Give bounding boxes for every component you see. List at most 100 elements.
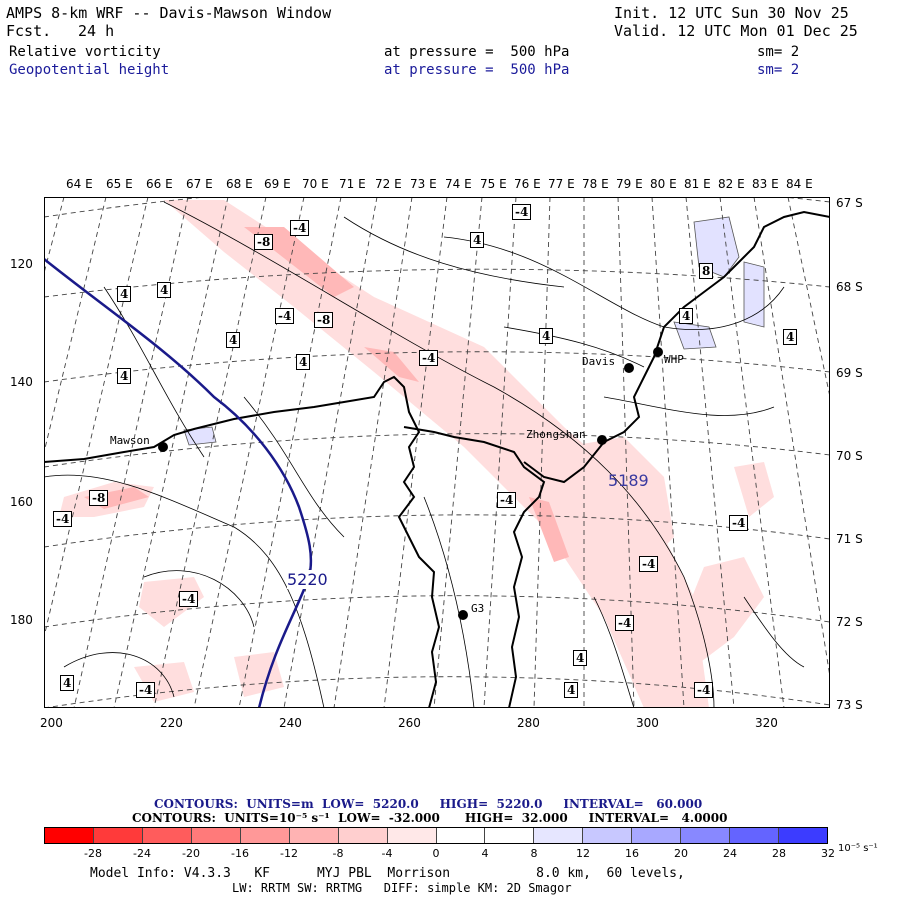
- colorbar-tick-label: -4: [381, 847, 393, 860]
- field2-name: Geopotential height: [9, 62, 170, 78]
- init-time: Init. 12 UTC Sun 30 Nov 25: [614, 4, 849, 22]
- mawson-marker: [158, 442, 168, 452]
- bottom-axis-label: 200: [40, 716, 63, 730]
- left-axis-label: 140: [10, 375, 33, 389]
- lon-label: 74 E: [445, 177, 472, 191]
- vort-label: 4: [117, 286, 132, 302]
- vort-label: 4: [60, 675, 75, 691]
- whp-marker: [653, 347, 663, 357]
- height-label-5189: 5189: [608, 471, 649, 490]
- vort-label: 4: [296, 354, 311, 370]
- right-lat-label: 70 S: [836, 449, 863, 463]
- colorbar-swatch: [93, 828, 143, 843]
- lon-label: 65 E: [106, 177, 133, 191]
- colorbar-tick-label: 4: [481, 847, 489, 860]
- plot-title: AMPS 8-km WRF -- Davis-Mawson Window: [6, 4, 332, 22]
- vort-label: 4: [157, 282, 172, 298]
- colorbar-tick-label: 32: [821, 847, 835, 860]
- colorbar-swatch: [240, 828, 290, 843]
- left-axis-label: 120: [10, 257, 33, 271]
- height-contour-info: CONTOURS: UNITS=m LOW= 5220.0 HIGH= 5220…: [154, 797, 703, 811]
- lon-label: 83 E: [752, 177, 779, 191]
- colorbar-tick-label: -24: [133, 847, 151, 860]
- vort-label: -4: [694, 682, 714, 698]
- forecast-hour: 24 h: [78, 22, 115, 40]
- station-label-whp: WHP: [664, 353, 684, 366]
- bottom-axis-label: 280: [517, 716, 540, 730]
- colorbar-swatch: [583, 828, 633, 843]
- lon-label: 70 E: [302, 177, 329, 191]
- colorbar: [44, 827, 828, 844]
- colorbar-swatch: [387, 828, 437, 843]
- right-lat-label: 67 S: [836, 196, 863, 210]
- lon-label: 84 E: [786, 177, 813, 191]
- vort-label: 4: [783, 329, 798, 345]
- right-lat-label: 73 S: [836, 698, 863, 712]
- colorbar-tick-label: 8: [530, 847, 538, 860]
- vort-label: 4: [573, 650, 588, 666]
- vort-label: -8: [89, 490, 109, 506]
- g3-marker: [458, 610, 468, 620]
- colorbar-tick-label: -12: [280, 847, 298, 860]
- vort-label: 4: [539, 328, 554, 344]
- vort-label: -4: [497, 492, 517, 508]
- colorbar-tick-label: 20: [674, 847, 688, 860]
- vort-label: -4: [136, 682, 156, 698]
- colorbar-swatch: [45, 828, 94, 843]
- model-physics: LW: RRTM SW: RRTMG DIFF: simple KM: 2D S…: [232, 881, 572, 895]
- bottom-axis-label: 220: [160, 716, 183, 730]
- colorbar-units: 10⁻⁵ s⁻¹: [838, 843, 878, 854]
- left-axis-label: 180: [10, 613, 33, 627]
- bottom-axis-label: 260: [398, 716, 421, 730]
- lon-label: 75 E: [480, 177, 507, 191]
- field2-level: at pressure = 500 hPa: [384, 62, 570, 78]
- vort-label: -4: [53, 511, 73, 527]
- vort-label: -4: [729, 515, 749, 531]
- colorbar-swatch: [681, 828, 731, 843]
- lon-label: 68 E: [226, 177, 253, 191]
- model-info: Model Info: V4.3.3 KF MYJ PBL Morrison 8…: [90, 866, 685, 881]
- vort-label: 4: [226, 332, 241, 348]
- vort-label: -4: [419, 350, 439, 366]
- lon-label: 64 E: [66, 177, 93, 191]
- vort-label: -4: [275, 308, 295, 324]
- field2-smoothing: sm= 2: [757, 62, 800, 78]
- colorbar-tick-label: 0: [432, 847, 440, 860]
- lon-label: 79 E: [616, 177, 643, 191]
- colorbar-swatch: [436, 828, 486, 843]
- lon-label: 69 E: [264, 177, 291, 191]
- station-label-mawson: Mawson: [110, 434, 150, 447]
- lon-label: 76 E: [514, 177, 541, 191]
- colorbar-tick-label: 28: [772, 847, 786, 860]
- vort-label: -4: [639, 556, 659, 572]
- colorbar-swatch: [289, 828, 339, 843]
- vort-label: 4: [470, 232, 485, 248]
- colorbar-tick-label: -8: [332, 847, 344, 860]
- vort-label: -8: [314, 312, 334, 328]
- right-lat-label: 71 S: [836, 532, 863, 546]
- zhongshan-marker: [597, 435, 607, 445]
- forecast-label: Fcst.: [6, 22, 52, 40]
- colorbar-swatch: [142, 828, 192, 843]
- left-axis-label: 160: [10, 495, 33, 509]
- lon-label: 77 E: [548, 177, 575, 191]
- vort-label: 8: [699, 263, 714, 279]
- station-label-g3: G3: [471, 602, 485, 615]
- colorbar-swatch: [632, 828, 682, 843]
- colorbar-tick-label: -28: [84, 847, 102, 860]
- lon-label: 72 E: [375, 177, 402, 191]
- lon-label: 73 E: [410, 177, 437, 191]
- right-lat-label: 72 S: [836, 615, 863, 629]
- colorbar-tick-label: 12: [576, 847, 590, 860]
- lon-label: 81 E: [684, 177, 711, 191]
- davis-marker: [624, 363, 634, 373]
- vort-label: -4: [512, 204, 532, 220]
- lon-label: 71 E: [339, 177, 366, 191]
- colorbar-swatch: [338, 828, 388, 843]
- vort-label: -4: [290, 220, 310, 236]
- height-contours: [44, 258, 313, 708]
- vort-label: 4: [117, 368, 132, 384]
- field1-smoothing: sm= 2: [757, 44, 800, 60]
- vort-label: 4: [679, 308, 694, 324]
- vort-label: 4: [564, 682, 579, 698]
